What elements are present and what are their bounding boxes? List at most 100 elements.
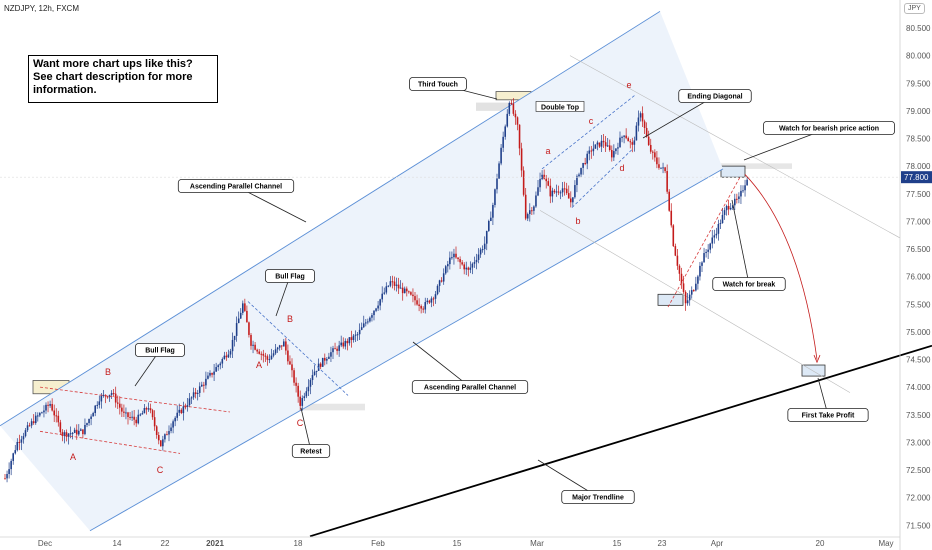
candle-body (391, 281, 394, 283)
time-tick-label: 20 (816, 539, 825, 548)
candle-body (635, 125, 638, 141)
candle-body (317, 363, 320, 371)
candle-body (315, 370, 318, 372)
candle-body (434, 294, 437, 299)
candle-body (186, 405, 189, 407)
candle-body (176, 412, 178, 418)
candle-body (721, 214, 724, 224)
candle-body (740, 190, 742, 197)
candle-body (539, 179, 541, 188)
candle-body (227, 354, 230, 358)
candle-body (178, 409, 181, 413)
candle-body (524, 194, 527, 219)
candle-body (403, 288, 406, 294)
candle-body (283, 341, 285, 347)
price-tick-label: 78.500 (906, 135, 931, 144)
candle-body (133, 416, 135, 420)
wave-flag2-B: B (287, 314, 293, 324)
candle-body (78, 430, 80, 435)
price-tick-label: 76.000 (906, 273, 931, 282)
currency-badge[interactable]: JPY (904, 3, 925, 14)
candle-body (235, 323, 238, 336)
candle-body (321, 357, 324, 367)
ending_diagonal-label: Ending Diagonal (687, 94, 742, 101)
candle-body (309, 380, 312, 387)
candle-body (508, 102, 511, 114)
candle-body (348, 337, 351, 344)
candle-body (383, 292, 386, 294)
candle-body (643, 121, 646, 128)
candle-body (61, 432, 64, 436)
candle-body (490, 217, 492, 221)
bull_flag_2-box (135, 343, 185, 357)
candle-body (121, 407, 123, 412)
annotations-layer: Third Touch Ending Diagonal Watch for bear… (70, 77, 895, 504)
price-tick-label: 72.000 (906, 494, 931, 503)
time-tick-label: May (878, 539, 893, 548)
promo-box: Want more chart ups like this? See chart… (28, 55, 218, 103)
candle-body (514, 113, 517, 118)
candle-body (533, 206, 535, 211)
watch-box (720, 165, 746, 178)
candle-body (209, 372, 211, 376)
candle-body (295, 382, 297, 386)
retest-zone (300, 403, 365, 411)
candle-body (10, 460, 12, 470)
candle-body (611, 150, 613, 158)
candle-body (350, 337, 353, 341)
candle-body (57, 415, 60, 423)
candle-body (47, 404, 49, 406)
candle-body (313, 371, 316, 376)
major-trendline (309, 344, 932, 538)
candle-body (418, 304, 420, 306)
candle-body (565, 188, 568, 194)
candle-body (373, 310, 375, 316)
candle-body (342, 342, 345, 347)
wave-flag1-C: C (157, 465, 164, 475)
price-tick-label: 79.000 (906, 107, 931, 116)
candle-body (106, 396, 109, 398)
projection-line-lower (539, 210, 851, 393)
candle-body (6, 473, 8, 479)
candle-body (63, 432, 66, 436)
candle-body (190, 397, 193, 399)
candle-body (746, 179, 748, 186)
candle-body (385, 286, 388, 293)
candle-body (344, 340, 347, 347)
bull_flag_2-label: Bull Flag (145, 348, 175, 355)
candle-body (494, 189, 496, 205)
price-tick-label: 80.000 (906, 52, 931, 61)
candle-body (654, 152, 656, 158)
candle-body (20, 439, 23, 443)
candle-body (520, 148, 523, 171)
flag1-lower-dashed (39, 430, 181, 454)
candle-body (463, 264, 465, 270)
candle-body (465, 267, 468, 270)
candle-body (541, 174, 543, 180)
candle-body (477, 254, 480, 260)
candle-body (438, 280, 441, 286)
candle-body (24, 430, 27, 437)
price-tick-label: 71.500 (906, 521, 931, 530)
candle-body (570, 198, 572, 203)
candle-body (34, 415, 37, 424)
candle-body (82, 429, 84, 435)
candle-body (584, 162, 586, 164)
candle-body (567, 193, 570, 199)
candle-body (211, 372, 213, 375)
candle-body (656, 157, 658, 165)
candle-body (699, 265, 701, 277)
candle-body (727, 205, 730, 210)
candle-body (86, 423, 88, 425)
candle-body (701, 262, 703, 266)
candle-body (307, 386, 310, 392)
candle-body (354, 334, 357, 336)
candle-body (65, 432, 68, 437)
candle-body (324, 357, 326, 361)
candle-body (110, 393, 113, 395)
candle-body (26, 425, 29, 431)
candle-body (485, 230, 488, 244)
candle-body (188, 398, 191, 406)
price-tick-label: 74.500 (906, 356, 931, 365)
candle-body (203, 384, 205, 386)
